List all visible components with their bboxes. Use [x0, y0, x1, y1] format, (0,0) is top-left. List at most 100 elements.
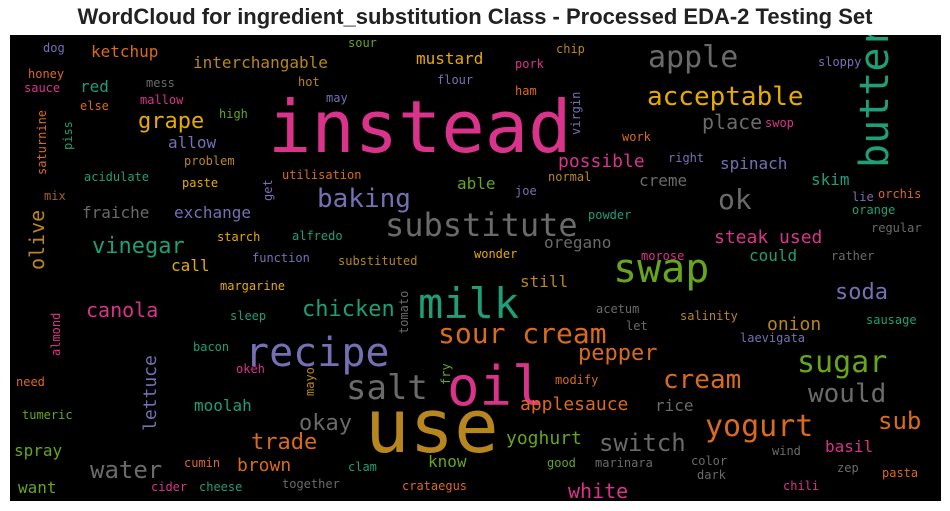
wordcloud-canvas: instead use oil milk swap recipe salt substitut…: [10, 35, 941, 501]
word-cheese: cheese: [199, 480, 242, 494]
word-sleep: sleep: [230, 309, 266, 323]
word-exchange: exchange: [174, 203, 251, 222]
word-high: high: [219, 107, 248, 121]
word-pepper: pepper: [578, 341, 657, 366]
word-paste: paste: [182, 176, 218, 190]
word-trade: trade: [251, 430, 317, 455]
word-acetum: acetum: [596, 302, 639, 316]
word-marinara: marinara: [595, 456, 653, 470]
word-grape: grape: [138, 109, 204, 134]
word-red: red: [80, 77, 109, 96]
word-regular: regular: [871, 221, 922, 235]
word-orange: orange: [852, 203, 895, 217]
word-baking: baking: [317, 184, 411, 214]
word-starch: starch: [217, 230, 260, 244]
word-fry: fry: [439, 363, 453, 385]
word-virgin: virgin: [569, 92, 583, 135]
word-wind: wind: [772, 444, 801, 458]
word-call: call: [171, 256, 210, 275]
word-honey: honey: [28, 67, 64, 81]
word-substitute: substitute: [385, 206, 578, 244]
word-mustard: mustard: [416, 49, 483, 68]
word-apple: apple: [648, 40, 738, 75]
word-fraiche: fraiche: [82, 203, 149, 222]
word-good: good: [547, 456, 576, 470]
word-mix: mix: [44, 189, 66, 203]
word-tomato: tomato: [397, 291, 411, 334]
word-wonder: wonder: [474, 247, 517, 261]
word-piss: piss: [61, 121, 75, 150]
word-sub: sub: [878, 407, 921, 435]
word-yogurt: yogurt: [705, 409, 813, 444]
word-modify: modify: [555, 373, 598, 387]
word-want: want: [18, 478, 57, 497]
word-chicken: chicken: [302, 297, 395, 322]
word-creme: creme: [639, 171, 687, 190]
word-cumin: cumin: [184, 456, 220, 470]
word-problem: problem: [184, 154, 235, 168]
word-color: color: [691, 454, 727, 468]
word-applesauce: applesauce: [520, 394, 628, 415]
word-utilisation: utilisation: [282, 168, 361, 182]
word-zep: zep: [837, 461, 859, 475]
chart-title: WordCloud for ingredient_substitution Cl…: [77, 4, 873, 29]
word-lie: lie: [852, 190, 874, 204]
word-would: would: [808, 379, 886, 409]
word-interchangable: interchangable: [193, 53, 328, 72]
word-okeh: okeh: [236, 362, 265, 376]
word-let: let: [626, 319, 648, 333]
word-dog: dog: [43, 41, 65, 55]
word-know: know: [428, 452, 467, 471]
word-chili: chili: [783, 479, 819, 493]
word-skim: skim: [811, 170, 850, 189]
word-oregano: oregano: [544, 233, 611, 252]
word-pork: pork: [515, 57, 545, 71]
word-salinity: salinity: [680, 309, 738, 323]
word-spray: spray: [14, 441, 63, 460]
word-ham: ham: [515, 84, 537, 98]
word-need: need: [16, 375, 45, 389]
word-else: else: [80, 99, 109, 113]
word-salt: salt: [346, 368, 428, 408]
word-yoghurt: yoghurt: [506, 428, 582, 449]
word-ketchup: ketchup: [91, 42, 158, 61]
word-joe: joe: [515, 184, 537, 198]
word-crataegus: crataegus: [402, 479, 467, 493]
word-sausage: sausage: [866, 313, 917, 327]
word-cream: cream: [663, 365, 741, 395]
word-oil: oil: [447, 355, 545, 418]
word-sugar: sugar: [797, 345, 887, 380]
word-possible: possible: [558, 151, 645, 172]
word-morose: morose: [641, 249, 684, 263]
word-instead: instead: [268, 85, 571, 169]
word-water: water: [90, 456, 162, 484]
word-laevigata: laevigata: [740, 331, 805, 345]
word-together: together: [282, 477, 340, 491]
word-okay: okay: [299, 411, 352, 436]
word-olive: olive: [25, 210, 49, 270]
word-swop: swop: [765, 116, 794, 130]
word-work: work: [622, 130, 652, 144]
word-lettuce: lettuce: [140, 355, 161, 431]
word-cider: cider: [151, 480, 187, 494]
word-white: white: [568, 479, 628, 501]
word-brown: brown: [237, 455, 291, 476]
word-moolah: moolah: [194, 396, 252, 415]
word-right: right: [668, 151, 704, 165]
word-onion: onion: [767, 314, 821, 335]
word-spinach: spinach: [720, 154, 787, 173]
word-function: function: [252, 251, 310, 265]
word-vinegar: vinegar: [92, 234, 185, 259]
word-normal: normal: [548, 170, 591, 184]
word-milk: milk: [418, 279, 519, 328]
word-recipe: recipe: [245, 330, 390, 376]
word-sloppy: sloppy: [818, 55, 861, 69]
word-canola: canola: [86, 298, 158, 322]
word-mess: mess: [146, 76, 175, 90]
word-powder: powder: [588, 208, 631, 222]
word-flour: flour: [437, 73, 473, 87]
word-mayo: mayo: [303, 367, 317, 396]
word-use: use: [365, 384, 499, 470]
word-swap: swap: [613, 246, 709, 292]
word-rather: rather: [831, 249, 874, 263]
